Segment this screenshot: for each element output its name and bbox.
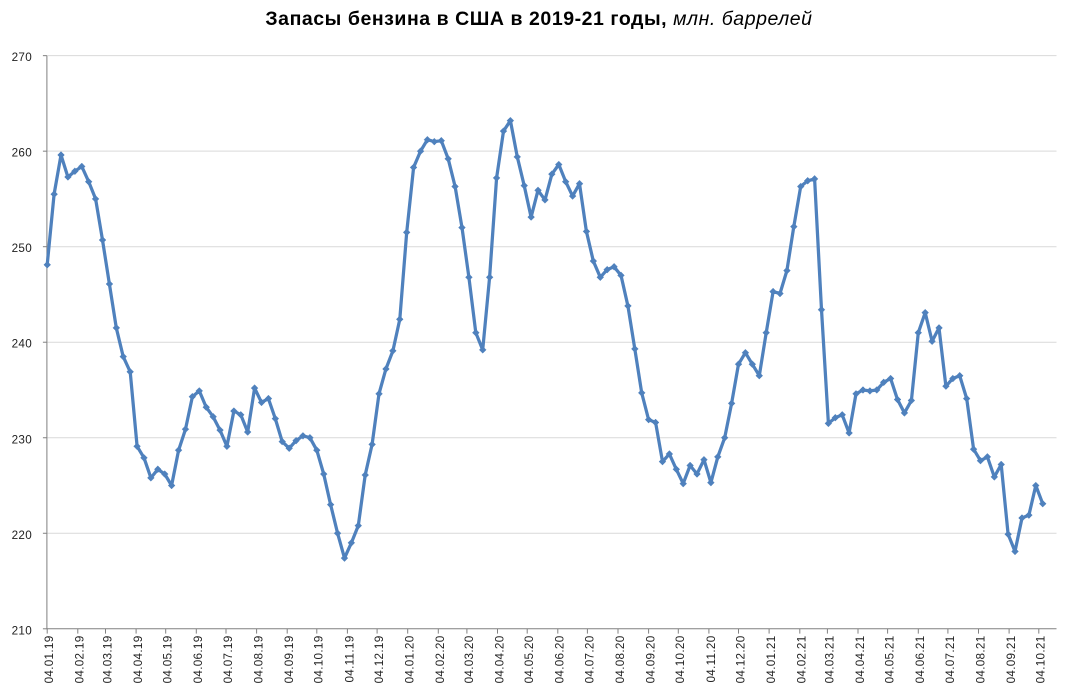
- svg-text:220: 220: [12, 529, 33, 542]
- svg-text:04.09.20: 04.09.20: [645, 635, 658, 683]
- svg-text:260: 260: [12, 147, 33, 160]
- svg-text:230: 230: [12, 433, 33, 446]
- svg-text:04.10.20: 04.10.20: [674, 635, 687, 683]
- svg-text:04.08.19: 04.08.19: [253, 636, 266, 684]
- svg-text:210: 210: [12, 624, 33, 637]
- svg-text:04.07.20: 04.07.20: [583, 635, 596, 683]
- svg-text:250: 250: [12, 242, 33, 255]
- svg-text:04.12.20: 04.12.20: [734, 635, 747, 683]
- svg-text:04.03.20: 04.03.20: [463, 635, 476, 683]
- svg-text:04.02.21: 04.02.21: [796, 636, 809, 684]
- svg-text:04.06.21: 04.06.21: [914, 636, 927, 684]
- svg-text:04.05.21: 04.05.21: [884, 636, 897, 684]
- svg-text:04.01.20: 04.01.20: [404, 635, 417, 683]
- svg-text:04.04.21: 04.04.21: [854, 636, 867, 684]
- svg-text:Запасы бензина в США в 2019-21: Запасы бензина в США в 2019-21 годы, млн…: [265, 8, 812, 30]
- svg-text:04.01.21: 04.01.21: [765, 636, 778, 684]
- svg-text:04.08.21: 04.08.21: [974, 636, 987, 684]
- svg-text:04.11.20: 04.11.20: [705, 635, 718, 682]
- svg-text:04.01.19: 04.01.19: [43, 636, 56, 684]
- svg-text:04.04.19: 04.04.19: [132, 636, 145, 684]
- svg-text:04.11.19: 04.11.19: [343, 636, 356, 683]
- svg-text:04.07.21: 04.07.21: [944, 636, 957, 684]
- svg-text:04.02.20: 04.02.20: [434, 635, 447, 683]
- svg-text:04.05.20: 04.05.20: [523, 635, 536, 683]
- svg-text:04.06.19: 04.06.19: [192, 636, 205, 684]
- svg-text:04.02.19: 04.02.19: [74, 636, 87, 684]
- svg-text:04.05.19: 04.05.19: [162, 636, 175, 684]
- svg-text:04.06.20: 04.06.20: [554, 635, 567, 683]
- svg-text:04.03.21: 04.03.21: [823, 636, 836, 684]
- svg-text:04.04.20: 04.04.20: [493, 635, 506, 683]
- svg-text:04.03.19: 04.03.19: [101, 636, 114, 684]
- svg-text:270: 270: [12, 51, 33, 64]
- svg-text:04.08.20: 04.08.20: [614, 635, 627, 683]
- svg-text:04.12.19: 04.12.19: [373, 636, 386, 684]
- svg-text:04.09.19: 04.09.19: [283, 636, 296, 684]
- svg-text:04.09.21: 04.09.21: [1005, 636, 1018, 684]
- svg-text:04.10.19: 04.10.19: [313, 636, 326, 684]
- svg-text:240: 240: [12, 338, 33, 351]
- svg-text:04.10.21: 04.10.21: [1035, 636, 1048, 684]
- svg-text:04.07.19: 04.07.19: [222, 636, 235, 684]
